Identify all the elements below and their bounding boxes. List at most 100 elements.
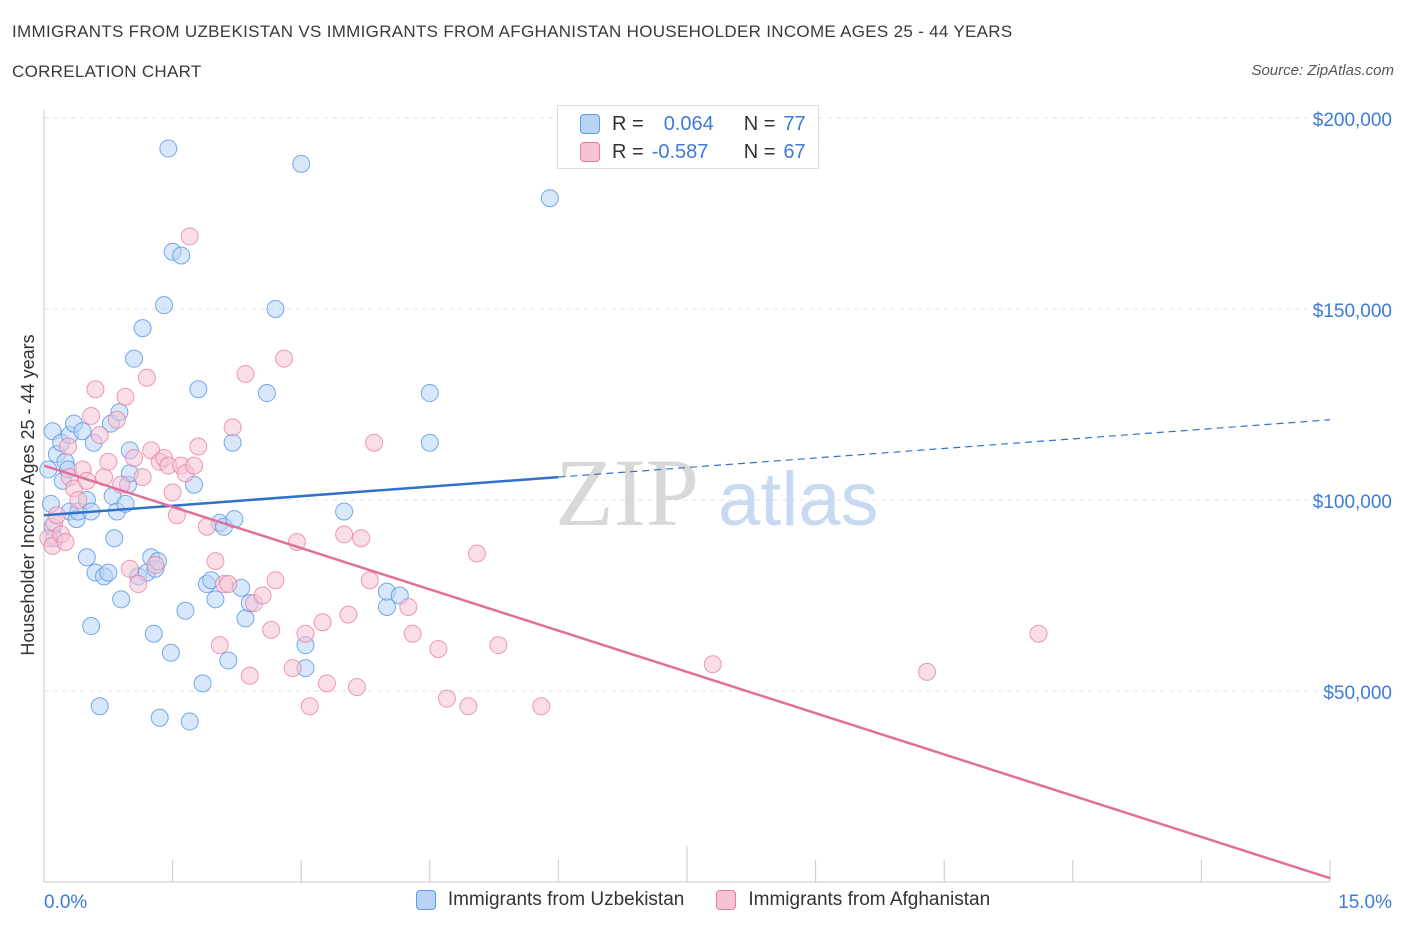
point-uzbekistan: [144, 624, 163, 643]
point-afghanistan: [459, 697, 478, 716]
point-afghanistan: [116, 387, 135, 406]
series-afghanistan-points: [39, 227, 1048, 716]
point-afghanistan: [120, 559, 139, 578]
point-afghanistan: [262, 620, 281, 639]
point-afghanistan: [167, 506, 186, 525]
axes: [43, 110, 1331, 883]
point-uzbekistan: [150, 708, 169, 727]
point-uzbekistan: [335, 502, 354, 521]
point-afghanistan: [467, 544, 486, 563]
point-afghanistan: [403, 624, 422, 643]
point-uzbekistan: [172, 246, 191, 265]
axis-labels: $50,000 $100,000 $150,000 $200,000 0.0% 15.0%: [44, 110, 1392, 913]
point-afghanistan: [296, 624, 315, 643]
n-value: 67: [783, 140, 806, 163]
point-afghanistan: [206, 552, 225, 571]
point-afghanistan: [223, 418, 242, 437]
legend-swatch-blue: [415, 890, 436, 910]
watermark-atlas: atlas: [718, 457, 879, 542]
legend-label-afghanistan: Immigrants from Afghanistan: [748, 889, 991, 910]
trendline-uzbekistan-extension: [558, 419, 1331, 478]
point-afghanistan: [69, 491, 88, 509]
point-afghanistan: [399, 597, 418, 616]
point-uzbekistan: [159, 139, 178, 158]
point-afghanistan: [360, 571, 379, 590]
r-value: 0.064: [663, 112, 714, 135]
r-value: -0.587: [651, 140, 709, 163]
point-uzbekistan: [161, 643, 180, 662]
point-afghanistan: [266, 571, 285, 590]
grid: [44, 117, 1330, 692]
legend-swatch-blue: [580, 114, 600, 134]
point-afghanistan: [236, 364, 255, 383]
point-afghanistan: [86, 380, 105, 399]
trendline-uzbekistan: [43, 475, 559, 517]
point-afghanistan: [437, 689, 456, 708]
chart-subtitle: CORRELATION CHART: [12, 62, 202, 81]
point-afghanistan: [129, 575, 148, 594]
legend-swatch-pink: [716, 890, 737, 910]
point-uzbekistan: [420, 384, 439, 403]
point-afghanistan: [300, 697, 319, 716]
trend-lines: [43, 419, 1331, 880]
x-tick-label: 0.0%: [44, 892, 87, 913]
point-afghanistan: [918, 662, 937, 681]
point-afghanistan: [275, 349, 294, 368]
point-uzbekistan: [82, 617, 101, 636]
y-tick-label: $150,000: [1313, 301, 1392, 322]
point-afghanistan: [163, 483, 182, 502]
point-afghanistan: [240, 666, 259, 685]
point-uzbekistan: [99, 563, 118, 582]
legend-swatch-pink: [580, 142, 600, 162]
y-tick-label: $100,000: [1313, 492, 1392, 513]
watermark-zip: ZIP: [555, 439, 699, 546]
point-uzbekistan: [133, 319, 152, 338]
point-uzbekistan: [155, 296, 174, 315]
point-uzbekistan: [266, 300, 285, 318]
point-afghanistan: [185, 456, 204, 475]
point-afghanistan: [347, 678, 366, 697]
point-uzbekistan: [125, 349, 144, 368]
point-afghanistan: [90, 426, 109, 445]
point-uzbekistan: [420, 433, 439, 452]
legend-label-uzbekistan: Immigrants from Uzbekistan: [447, 889, 685, 910]
legend-item-afghanistan[interactable]: Immigrants from Afghanistan: [716, 889, 990, 911]
watermark: ZIP atlas: [555, 439, 879, 546]
point-uzbekistan: [77, 548, 96, 567]
point-uzbekistan: [540, 189, 559, 208]
r-label: R =: [612, 140, 644, 163]
y-tick-label: $50,000: [1323, 683, 1392, 704]
point-uzbekistan: [206, 590, 225, 609]
point-uzbekistan: [193, 674, 212, 693]
point-afghanistan: [107, 410, 126, 429]
source-label: Source: ZipAtlas.com: [1251, 62, 1394, 79]
point-afghanistan: [339, 605, 358, 624]
point-uzbekistan: [112, 590, 131, 609]
point-afghanistan: [146, 555, 165, 574]
legend-item-uzbekistan[interactable]: Immigrants from Uzbekistan: [415, 889, 685, 911]
point-uzbekistan: [189, 380, 208, 399]
point-afghanistan: [189, 437, 208, 456]
trendline-afghanistan: [43, 464, 1331, 880]
point-afghanistan: [313, 613, 332, 632]
point-afghanistan: [133, 468, 152, 487]
point-afghanistan: [489, 636, 508, 655]
point-uzbekistan: [292, 154, 311, 173]
point-afghanistan: [180, 227, 199, 246]
stats-row-uzbekistan: R = 0.064 N = 77: [580, 111, 806, 137]
point-uzbekistan: [73, 422, 92, 441]
point-afghanistan: [317, 674, 336, 693]
point-afghanistan: [532, 697, 551, 716]
point-uzbekistan: [223, 433, 242, 452]
point-afghanistan: [99, 452, 118, 471]
point-uzbekistan: [219, 651, 238, 670]
point-afghanistan: [210, 636, 229, 655]
point-uzbekistan: [105, 529, 124, 548]
r-label: R =: [612, 112, 644, 135]
series-uzbekistan-points: [39, 139, 559, 731]
n-label: N =: [743, 140, 776, 163]
stats-row-afghanistan: R = -0.587 N = 67: [580, 139, 806, 165]
n-value: 77: [783, 112, 806, 135]
chart-title: IMMIGRANTS FROM UZBEKISTAN VS IMMIGRANTS…: [12, 22, 1013, 41]
y-axis-title: Householder Income Ages 25 - 44 years: [18, 334, 38, 655]
